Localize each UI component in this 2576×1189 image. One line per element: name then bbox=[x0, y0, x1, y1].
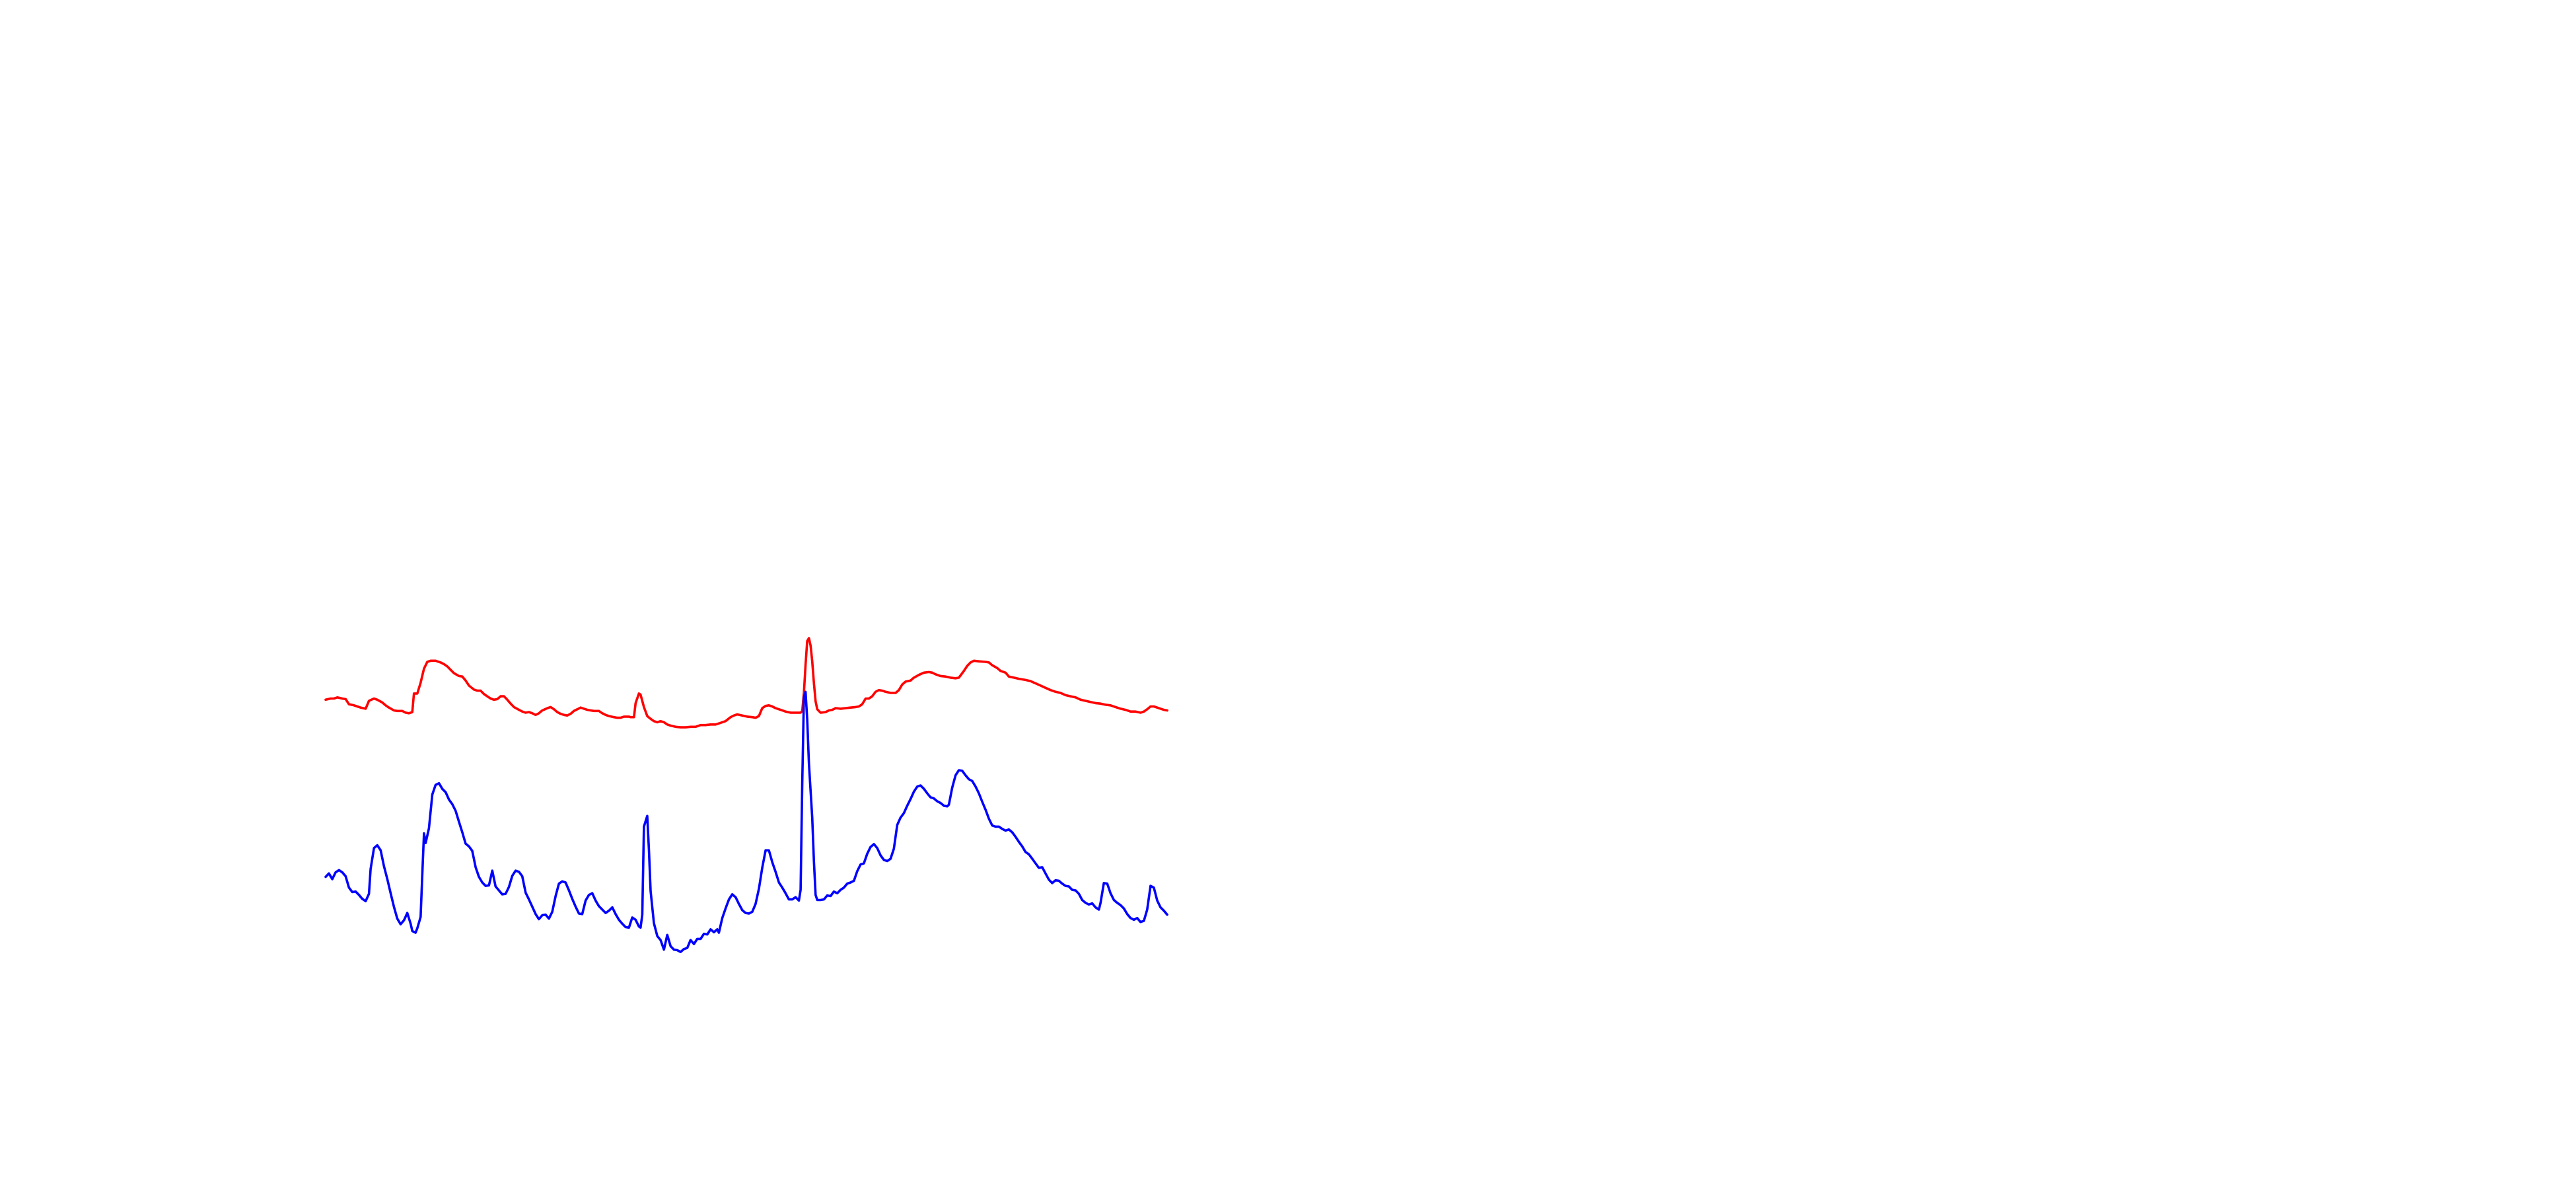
series-line-2 bbox=[324, 690, 1168, 953]
series-line-1 bbox=[324, 637, 1168, 729]
series-layer bbox=[324, 637, 1168, 953]
